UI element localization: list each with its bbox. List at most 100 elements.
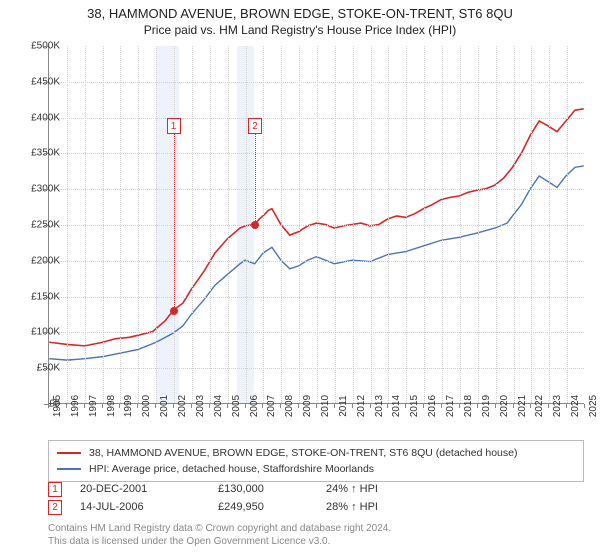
- sale-date: 20-DEC-2001: [80, 483, 200, 495]
- x-tick: [209, 404, 210, 408]
- gridline-v: [281, 46, 282, 403]
- gridline-v: [335, 46, 336, 403]
- x-tick: [387, 404, 388, 408]
- sale-price: £249,950: [218, 501, 308, 513]
- gridline-v: [424, 46, 425, 403]
- footer-line1: Contains HM Land Registry data © Crown c…: [48, 522, 584, 535]
- x-tick: [530, 404, 531, 408]
- x-axis-label: 2008: [284, 395, 295, 417]
- legend-swatch: [57, 468, 81, 470]
- x-axis-label: 2012: [356, 395, 367, 417]
- x-tick: [102, 404, 103, 408]
- x-tick: [66, 404, 67, 408]
- x-axis-label: 2000: [141, 395, 152, 417]
- x-axis-label: 2020: [499, 395, 510, 417]
- gridline-v: [67, 46, 68, 403]
- x-axis-label: 2013: [374, 395, 385, 417]
- y-tick: [44, 332, 48, 333]
- y-tick: [44, 225, 48, 226]
- sale-flag-2: 2: [248, 118, 262, 134]
- sale-delta: 28% ↑ HPI: [326, 501, 426, 513]
- sale-stem-2: [255, 134, 256, 225]
- x-tick: [262, 404, 263, 408]
- y-tick: [44, 82, 48, 83]
- x-tick: [137, 404, 138, 408]
- y-axis-label: £500K: [16, 41, 60, 52]
- legend-row-hpi: HPI: Average price, detached house, Staf…: [57, 461, 575, 477]
- x-axis-label: 2014: [391, 395, 402, 417]
- sale-price: £130,000: [218, 483, 308, 495]
- x-tick: [298, 404, 299, 408]
- gridline-v: [567, 46, 568, 403]
- gridline-v: [531, 46, 532, 403]
- gridline-v: [138, 46, 139, 403]
- gridline-v: [103, 46, 104, 403]
- x-tick: [173, 404, 174, 408]
- y-axis-label: £150K: [16, 291, 60, 302]
- x-axis-label: 2025: [588, 395, 599, 417]
- gridline-v: [120, 46, 121, 403]
- x-axis-label: 1995: [52, 395, 63, 417]
- x-tick: [316, 404, 317, 408]
- x-tick: [405, 404, 406, 408]
- gridline-v: [263, 46, 264, 403]
- gridline-v: [156, 46, 157, 403]
- gridline-v: [371, 46, 372, 403]
- x-tick: [119, 404, 120, 408]
- x-axis-label: 2022: [534, 395, 545, 417]
- sale-number-box: 1: [48, 482, 62, 497]
- x-tick: [459, 404, 460, 408]
- legend-box: 38, HAMMOND AVENUE, BROWN EDGE, STOKE-ON…: [48, 440, 584, 482]
- x-tick: [155, 404, 156, 408]
- x-axis-label: 2024: [570, 395, 581, 417]
- x-tick: [227, 404, 228, 408]
- gridline-v: [317, 46, 318, 403]
- gridline-v: [514, 46, 515, 403]
- gridline-v: [549, 46, 550, 403]
- footer-line2: This data is licensed under the Open Gov…: [48, 535, 584, 548]
- x-axis-label: 2001: [159, 395, 170, 417]
- x-tick: [441, 404, 442, 408]
- x-axis-label: 2006: [249, 395, 260, 417]
- x-axis-label: 1997: [88, 395, 99, 417]
- x-axis-label: 1996: [70, 395, 81, 417]
- x-axis-label: 2007: [266, 395, 277, 417]
- x-axis-label: 2002: [177, 395, 188, 417]
- legend-row-property: 38, HAMMOND AVENUE, BROWN EDGE, STOKE-ON…: [57, 445, 575, 461]
- legend-label: HPI: Average price, detached house, Staf…: [89, 463, 374, 475]
- x-tick: [334, 404, 335, 408]
- footer-attribution: Contains HM Land Registry data © Crown c…: [48, 522, 584, 548]
- y-tick: [44, 46, 48, 47]
- x-axis-label: 1999: [123, 395, 134, 417]
- sale-number-box: 2: [48, 500, 62, 515]
- x-axis-label: 2003: [195, 395, 206, 417]
- y-tick: [44, 153, 48, 154]
- x-axis-label: 2023: [552, 395, 563, 417]
- x-axis-label: 2011: [338, 395, 349, 417]
- y-axis-label: £400K: [16, 112, 60, 123]
- x-tick: [352, 404, 353, 408]
- y-tick: [44, 261, 48, 262]
- gridline-v: [299, 46, 300, 403]
- y-tick: [44, 368, 48, 369]
- gridline-v: [246, 46, 247, 403]
- sale-delta: 24% ↑ HPI: [326, 483, 426, 495]
- gridline-v: [192, 46, 193, 403]
- x-tick: [191, 404, 192, 408]
- gridline-v: [406, 46, 407, 403]
- gridline-v: [496, 46, 497, 403]
- x-tick: [84, 404, 85, 408]
- y-tick: [44, 297, 48, 298]
- x-axis-label: 2005: [231, 395, 242, 417]
- sales-table: 120-DEC-2001£130,00024% ↑ HPI214-JUL-200…: [48, 480, 584, 516]
- x-tick: [566, 404, 567, 408]
- y-axis-label: £250K: [16, 220, 60, 231]
- gridline-v: [228, 46, 229, 403]
- y-axis-label: £450K: [16, 76, 60, 87]
- title-subtitle: Price paid vs. HM Land Registry's House …: [10, 23, 590, 37]
- x-axis-label: 2017: [445, 395, 456, 417]
- x-axis-label: 2015: [409, 395, 420, 417]
- x-axis-label: 2010: [320, 395, 331, 417]
- sale-stem-1: [174, 134, 175, 311]
- y-axis-label: £300K: [16, 184, 60, 195]
